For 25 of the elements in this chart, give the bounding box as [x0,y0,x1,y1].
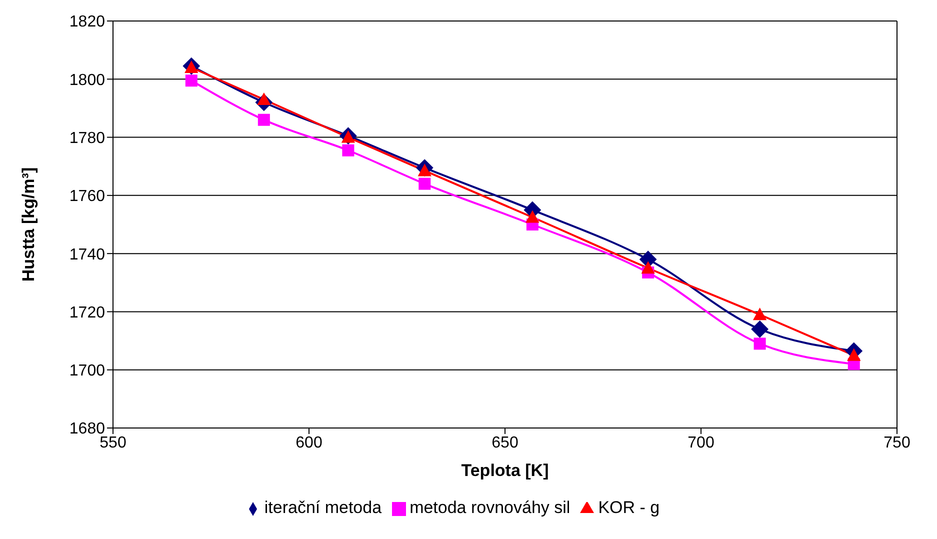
x-axis-title: Teplota [K] [461,461,549,480]
point [185,74,198,87]
point [342,144,354,156]
point [526,210,539,223]
legend-label: metoda rovnováhy sil [410,498,570,517]
y-tick-label: 1700 [69,362,106,380]
y-axis-title: Hustta [kg/m³] [19,167,38,282]
y-tick-label: 1720 [69,304,106,322]
point [754,338,766,350]
y-tick-label: 1760 [69,188,106,206]
point [642,262,655,274]
x-tick-label: 650 [492,434,518,452]
y-tick-label: 1820 [69,14,106,31]
x-tick-label: 600 [296,434,322,452]
x-tick-label: 750 [884,434,910,452]
legend-label: iterační metoda [264,498,382,517]
y-tick-label: 1740 [69,246,106,264]
y-tick-label: 1800 [69,72,106,89]
point [418,178,431,190]
point [258,114,270,126]
point [751,320,768,338]
legend-label: KOR - g [598,498,660,517]
point [753,308,766,320]
y-tick-label: 1780 [69,130,106,147]
x-tick-label: 700 [688,434,714,452]
